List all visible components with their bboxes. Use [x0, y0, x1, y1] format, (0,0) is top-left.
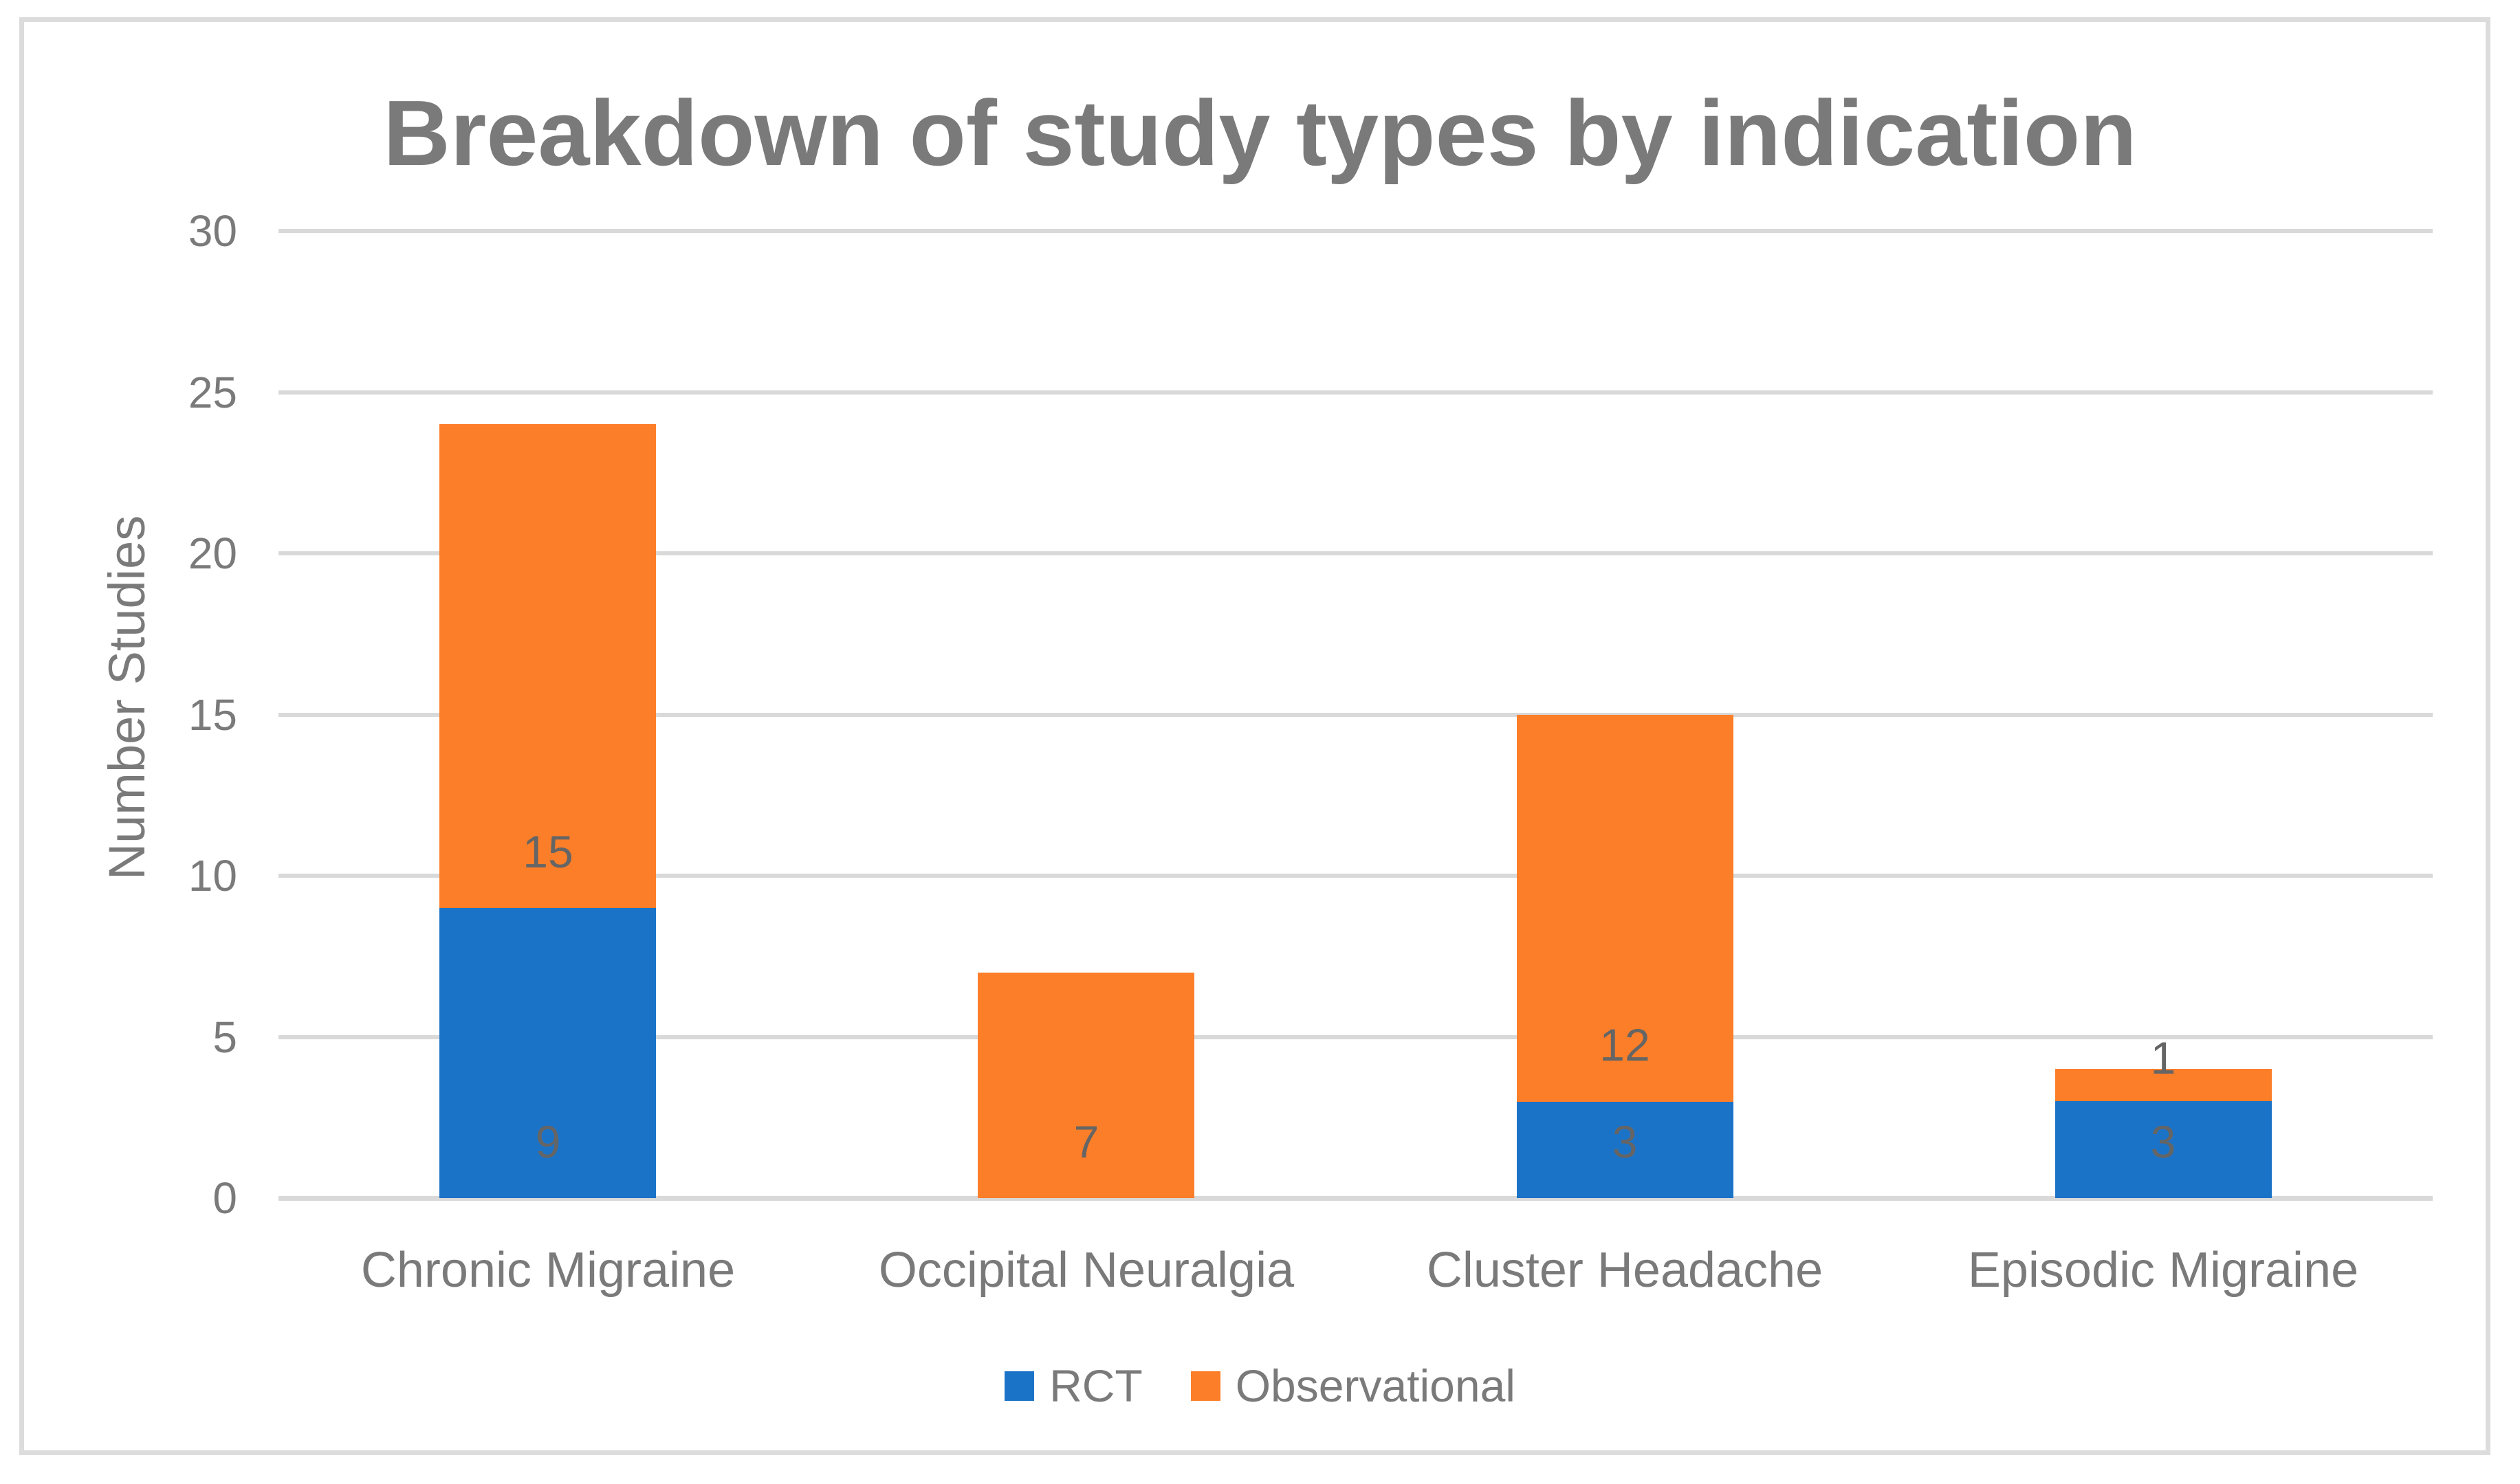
gridline-y-25 [278, 390, 2433, 395]
y-tick-label-25: 25 [188, 368, 237, 417]
bar-segment-rct-cluster-headache [1517, 1101, 1733, 1198]
gridline-y-20 [278, 551, 2433, 555]
figure-border [19, 17, 2490, 1455]
category-label-cluster-headache: Cluster Headache [1426, 1243, 1823, 1298]
bar-segment-observational-cluster-headache [1517, 715, 1733, 1102]
legend-swatch-observational [1190, 1371, 1220, 1401]
bar-segment-rct-chronic-migraine [439, 908, 656, 1198]
legend-item-rct: RCT [1005, 1362, 1143, 1410]
data-label-observational-occipital-neuralgia: 7 [1073, 1116, 1099, 1167]
data-label-rct-episodic-migraine: 3 [2150, 1116, 2176, 1167]
data-label-rct-cluster-headache: 3 [1612, 1116, 1638, 1167]
data-label-observational-cluster-headache: 12 [1599, 1019, 1650, 1070]
category-label-chronic-migraine: Chronic Migraine [360, 1243, 736, 1298]
legend: RCT Observational [0, 1362, 2520, 1410]
category-label-episodic-migraine: Episodic Migraine [1967, 1243, 2359, 1298]
data-label-rct-chronic-migraine: 9 [535, 1116, 561, 1167]
gridline-y-10 [278, 874, 2433, 878]
legend-label-observational: Observational [1235, 1360, 1515, 1411]
y-tick-label-30: 30 [188, 206, 237, 256]
y-tick-label-0: 0 [212, 1173, 237, 1223]
y-tick-label-20: 20 [188, 529, 237, 578]
data-label-observational-chronic-migraine: 15 [523, 826, 573, 877]
bar-segment-observational-episodic-migraine [2055, 1069, 2272, 1101]
gridline-y-5 [278, 1035, 2433, 1039]
data-label-observational-episodic-migraine: 1 [2150, 1032, 2176, 1083]
bar-segment-rct-episodic-migraine [2055, 1101, 2272, 1198]
legend-item-observational: Observational [1190, 1360, 1515, 1411]
gridline-y-30 [278, 229, 2433, 233]
legend-swatch-rct [1005, 1371, 1035, 1401]
y-tick-label-5: 5 [212, 1012, 237, 1062]
bar-segment-observational-occipital-neuralgia [978, 973, 1194, 1198]
x-axis-line [278, 1196, 2433, 1201]
chart-title: Breakdown of study types by indication [383, 81, 2137, 185]
y-tick-label-10: 10 [188, 851, 237, 900]
legend-label-rct: RCT [1049, 1360, 1143, 1411]
y-tick-label-15: 15 [188, 690, 237, 740]
category-label-occipital-neuralgia: Occipital Neuralgia [878, 1243, 1295, 1298]
bar-segment-observational-chronic-migraine [439, 424, 656, 908]
gridline-y-15 [278, 713, 2433, 717]
